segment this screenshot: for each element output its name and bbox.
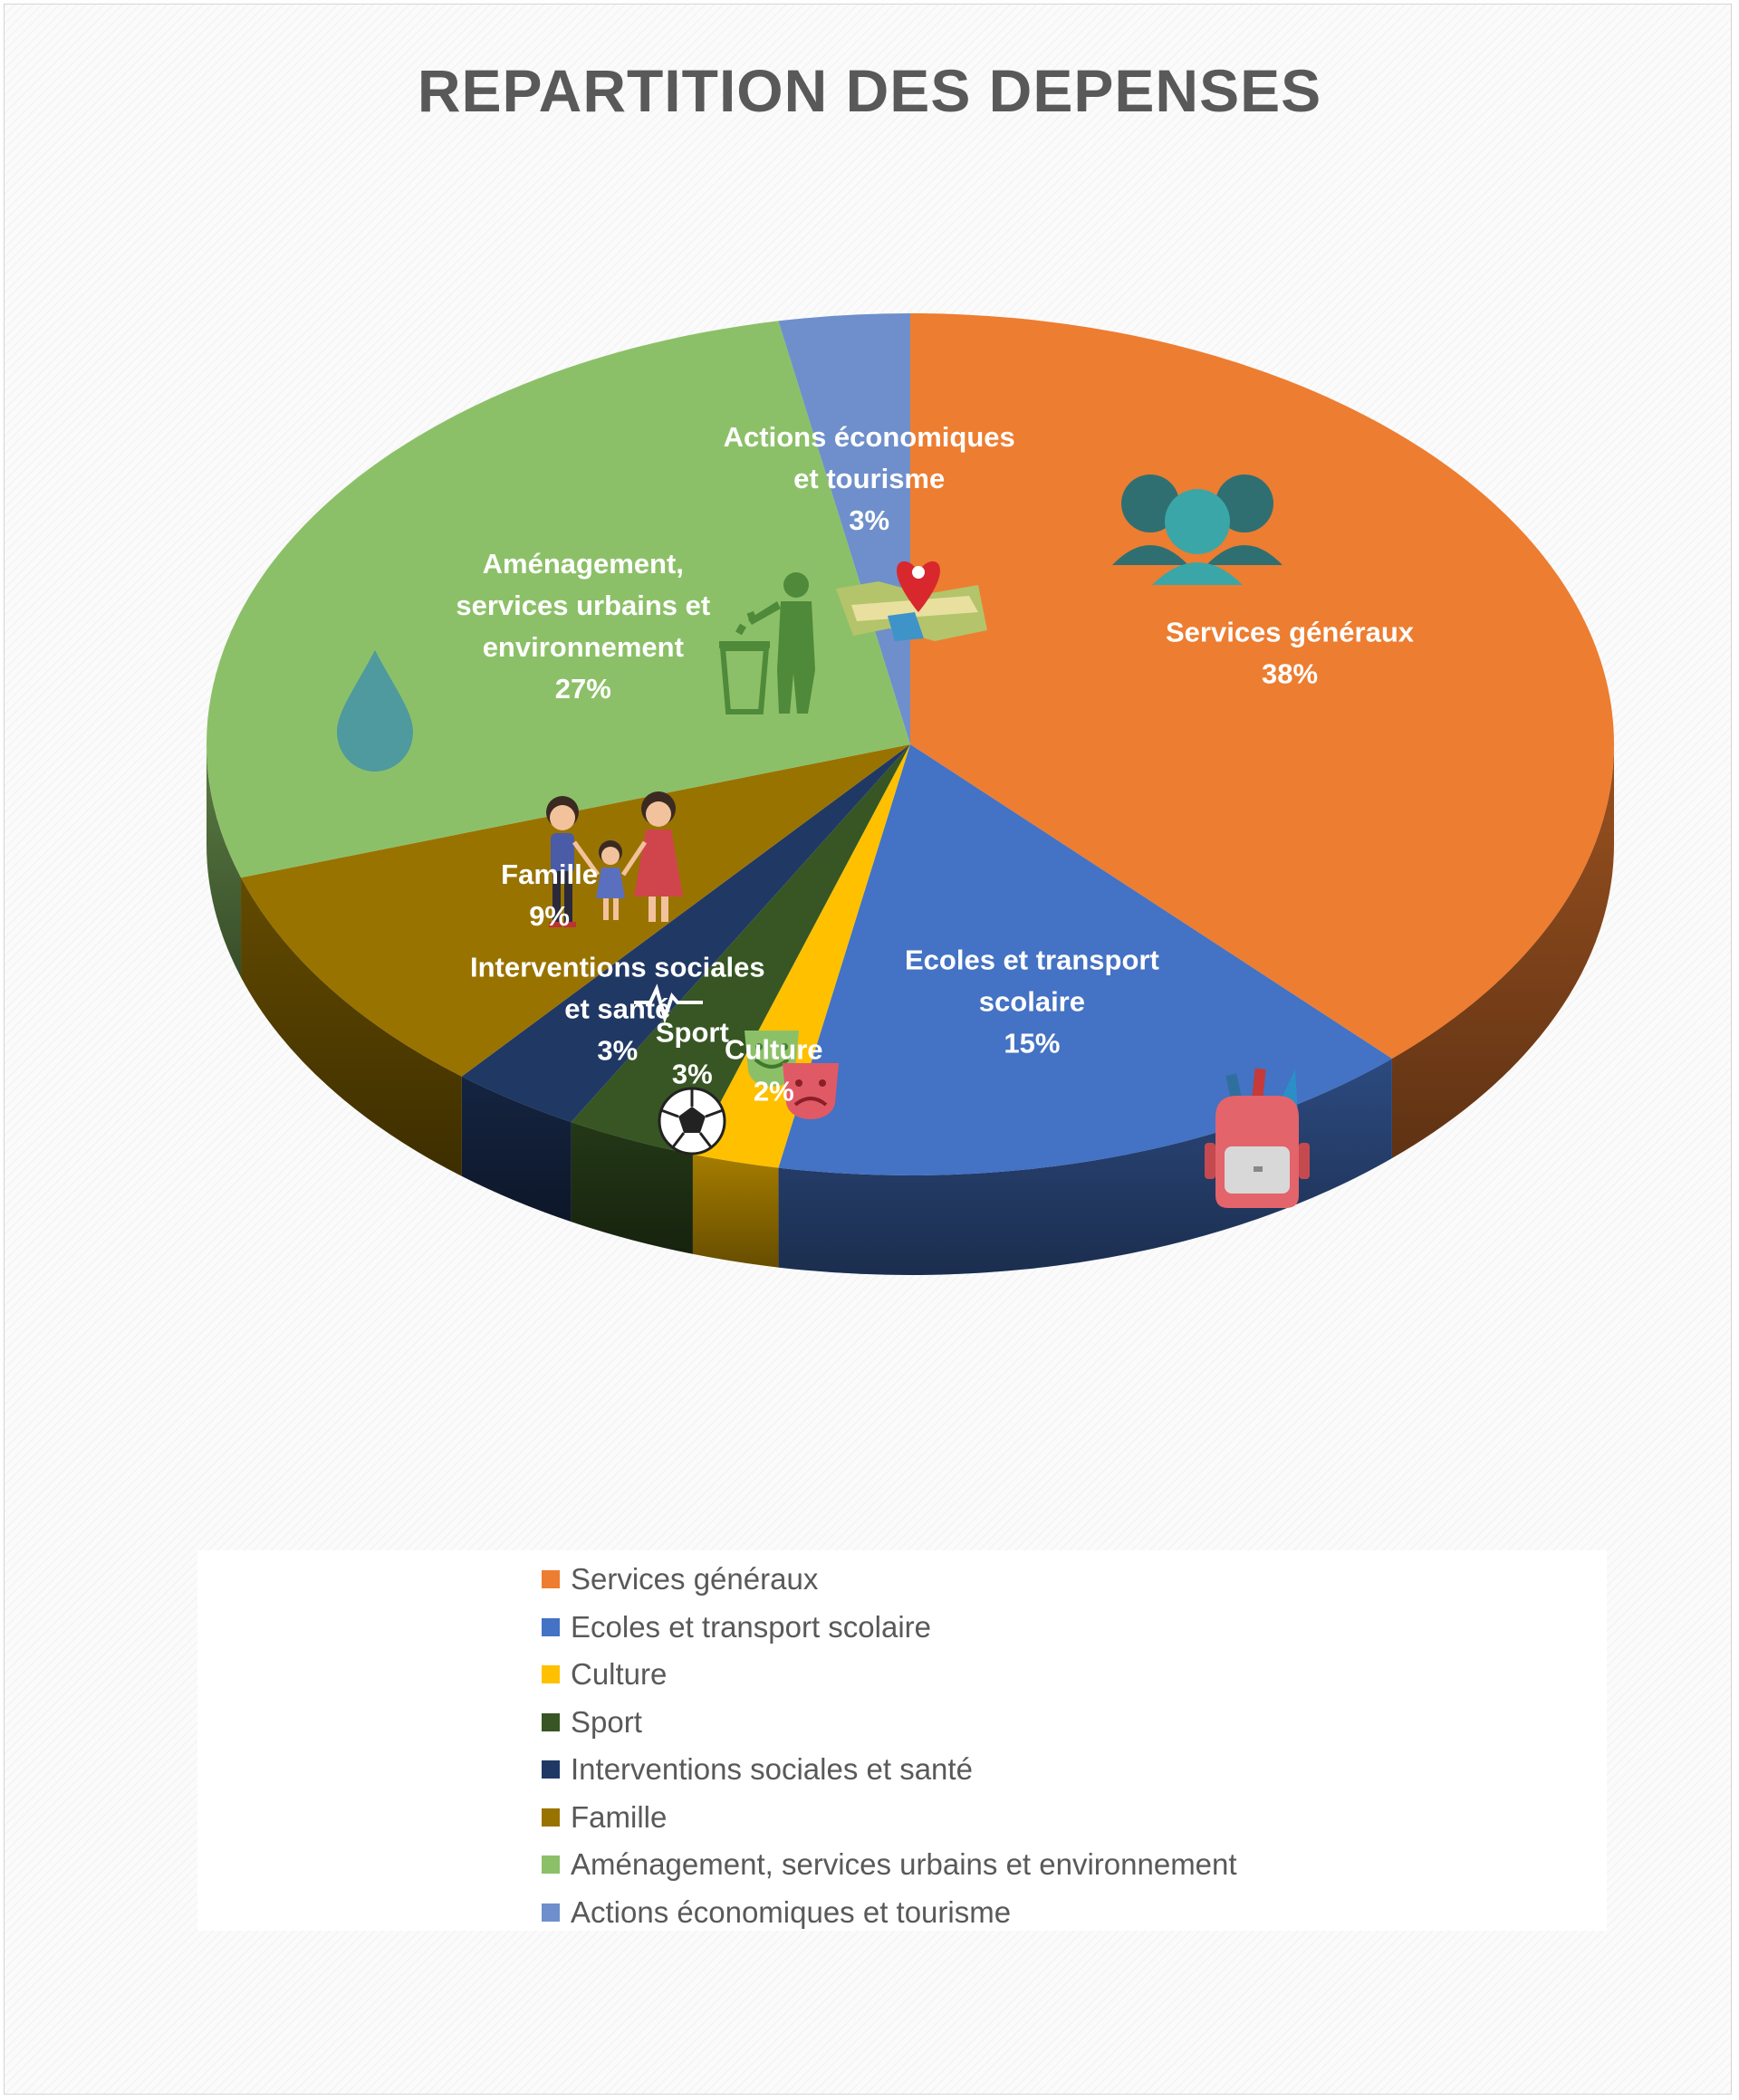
legend-item-famille[interactable]: Famille (542, 1799, 667, 1836)
legend-label: Sport (571, 1704, 642, 1739)
data-label-value: 3% (849, 504, 889, 536)
legend-item-actions-economiques-et-tourisme[interactable]: Actions économiques et tourisme (542, 1894, 1011, 1931)
data-label-name: Interventions sociales (470, 951, 765, 983)
data-label-ecoles-et-transport-scolaire: Ecoles et transport scolaire 15% (905, 944, 1159, 1059)
legend-swatch (542, 1808, 560, 1827)
data-label-name: services urbains et (456, 590, 710, 621)
legend-item-interventions-sociales-et-sante[interactable]: Interventions sociales et santé (542, 1751, 973, 1788)
pie-chart: Services généraux 38% Ecoles et transport s… (206, 313, 1614, 1275)
pie-side-shade (461, 1076, 572, 1223)
legend-label: Aménagement, services urbains et environ… (571, 1847, 1237, 1881)
family-icon (546, 791, 683, 927)
legend-item-amenagement-services-urbains-et-environnement[interactable]: Aménagement, services urbains et environ… (542, 1846, 1237, 1883)
pie-slice-interventions-sociales-et-sante[interactable] (461, 744, 910, 1123)
legend-item-ecoles-et-transport-scolaire[interactable]: Ecoles et transport scolaire (542, 1609, 931, 1645)
data-label-culture: Culture 2% (725, 1034, 823, 1108)
data-label-value: 3% (597, 1034, 638, 1066)
water-drop-icon (337, 650, 413, 772)
data-label-name: Aménagement, (483, 548, 684, 580)
pie-slice-actions-economiques-et-tourisme[interactable] (778, 313, 910, 744)
data-label-sport: Sport 3% (656, 1017, 729, 1090)
school-backpack-icon (1205, 1068, 1310, 1208)
pie-slice-ecoles-et-transport-scolaire[interactable] (778, 744, 1392, 1176)
legend-swatch (542, 1760, 560, 1779)
people-group-icon (1112, 475, 1283, 585)
pie-side-shade (571, 1122, 693, 1254)
pie-side-shade (778, 1058, 1392, 1275)
legend-label: Services généraux (571, 1562, 819, 1596)
soccer-ball-icon (658, 1087, 726, 1155)
data-label-name: et santé (564, 992, 670, 1024)
legend-label: Famille (571, 1799, 668, 1834)
data-label-value: 2% (754, 1076, 794, 1108)
data-label-amenagement-services-urbains-et-environnement: Aménagement, services urbains et environne… (456, 548, 710, 705)
pie-side-shade (1391, 744, 1614, 1158)
map-pin-icon (836, 561, 987, 641)
legend-label: Ecoles et transport scolaire (571, 1609, 932, 1644)
legend-label: Interventions sociales et santé (571, 1752, 973, 1786)
legend-swatch (542, 1855, 560, 1874)
legend-swatch (542, 1665, 560, 1683)
legend-swatch (542, 1570, 560, 1588)
data-label-name: scolaire (979, 985, 1085, 1017)
data-label-name: Services généraux (1166, 616, 1415, 647)
legend-swatch (542, 1617, 560, 1636)
data-label-name: Actions économiques (724, 421, 1015, 453)
data-label-value: 9% (529, 900, 570, 932)
data-label-value: 15% (1004, 1027, 1060, 1059)
data-label-services-generaux: Services généraux 38% (1166, 616, 1415, 689)
data-label-value: 27% (555, 673, 611, 705)
heart-pulse-icon (634, 983, 703, 1024)
pie-slice-famille[interactable] (241, 744, 911, 1077)
data-label-value: 3% (672, 1059, 713, 1090)
data-label-name: Famille (501, 858, 598, 890)
data-label-name: Culture (725, 1034, 823, 1066)
data-label-value: 38% (1262, 657, 1318, 689)
theater-masks-icon (745, 1031, 839, 1119)
pie-slice-services-generaux[interactable] (910, 313, 1614, 1059)
pie-slice-culture[interactable] (692, 744, 910, 1168)
pie-side-shade (207, 744, 242, 978)
chart-title: REPARTITION DES DEPENSES (417, 57, 1322, 124)
legend-item-sport[interactable]: Sport (542, 1704, 642, 1740)
data-label-name: Ecoles et transport (905, 944, 1159, 975)
data-label-name: et tourisme (793, 463, 945, 494)
data-label-interventions-sociales-et-sante: Interventions sociales et santé 3% (470, 951, 765, 1066)
data-label-name: Sport (656, 1017, 729, 1049)
pie-side-shade (241, 877, 462, 1176)
legend-label: Culture (571, 1657, 668, 1691)
legend-item-services-generaux[interactable]: Services généraux (542, 1561, 818, 1597)
legend-label: Actions économiques et tourisme (571, 1894, 1012, 1929)
data-label-famille: Famille 9% (501, 858, 598, 932)
legend-item-culture[interactable]: Culture (542, 1656, 667, 1692)
pie-side-shade (692, 1154, 779, 1268)
data-label-name: environnement (483, 631, 684, 663)
recycling-person-icon (719, 572, 815, 714)
legend-swatch (542, 1712, 560, 1731)
pie-slice-sport[interactable] (571, 744, 910, 1155)
legend-swatch (542, 1903, 560, 1922)
chart-legend: Services généraux Ecoles et transport sco… (197, 1550, 1607, 1931)
data-label-actions-economiques-et-tourisme: Actions économiques et tourisme 3% (724, 421, 1015, 536)
